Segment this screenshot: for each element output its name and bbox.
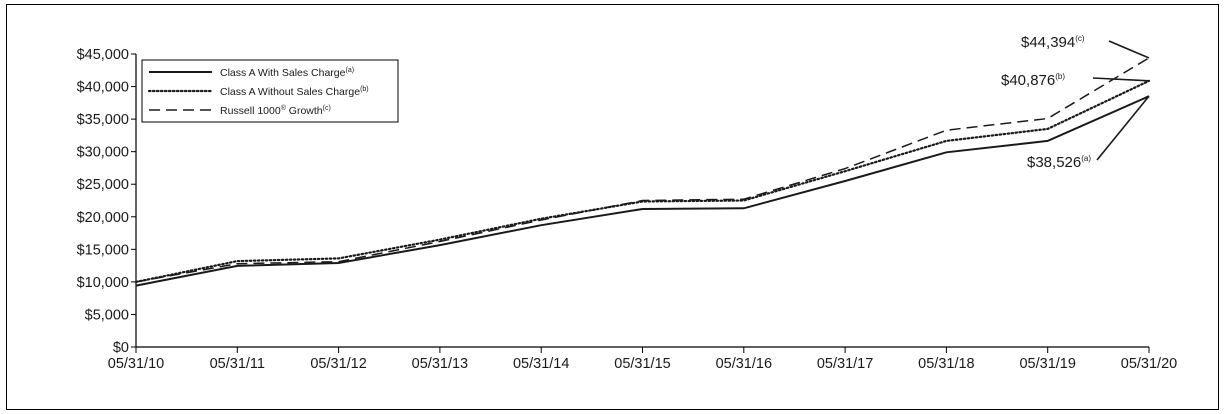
callout-value: $38,526 bbox=[1027, 154, 1081, 171]
y-tick-label: $40,000 bbox=[77, 80, 129, 96]
x-tick-label: 05/31/12 bbox=[310, 356, 366, 372]
legend-label-text: Russell 1000 bbox=[220, 105, 281, 117]
callout-label: $40,876(b) bbox=[1001, 72, 1065, 89]
x-tick-label: 05/31/16 bbox=[716, 356, 772, 372]
y-tick-label: $25,000 bbox=[77, 177, 129, 193]
x-tick-label: 05/31/13 bbox=[412, 356, 468, 372]
legend-label: Russell 1000® Growth(c) bbox=[220, 104, 331, 117]
y-tick-label: $20,000 bbox=[77, 210, 129, 226]
legend-label-text: Class A With Sales Charge bbox=[220, 67, 346, 79]
legend: Class A With Sales Charge(a)Class A With… bbox=[141, 59, 399, 123]
callout-leader bbox=[1092, 77, 1150, 82]
x-tick-label: 05/31/15 bbox=[614, 356, 670, 372]
x-tick-label: 05/31/20 bbox=[1121, 356, 1177, 372]
x-tick-label: 05/31/11 bbox=[210, 356, 265, 372]
x-tick-label: 05/31/14 bbox=[513, 356, 569, 372]
y-tick-label: $5,000 bbox=[85, 307, 129, 323]
series-line-solid bbox=[135, 95, 1150, 287]
y-tick-label: $15,000 bbox=[77, 242, 129, 258]
legend-label: Class A Without Sales Charge(b) bbox=[220, 86, 369, 98]
chart-frame: $0 $5,000 $10,000 $15,000 $20,000 $25,000 $30,… bbox=[6, 4, 1219, 410]
x-tick-label: 05/31/10 bbox=[108, 356, 164, 372]
legend-label-text: Class A Without Sales Charge bbox=[220, 86, 360, 98]
x-tick-label: 05/31/17 bbox=[817, 356, 873, 372]
callout-label: $44,394(c) bbox=[1021, 34, 1085, 51]
legend-footnote: (c) bbox=[323, 105, 331, 112]
y-tick-label: $45,000 bbox=[77, 47, 129, 63]
callout-leader bbox=[1108, 40, 1150, 59]
legend-label-text: Growth bbox=[286, 105, 323, 117]
end-value-callouts: $38,526(a) $40,876(b) $44,394(c) bbox=[1001, 34, 1150, 171]
callout-leader bbox=[1096, 95, 1150, 161]
series-line-dashed bbox=[135, 57, 1150, 283]
y-tick-label: $0 bbox=[113, 340, 129, 356]
y-tick-label: $35,000 bbox=[77, 112, 129, 128]
legend-label: Class A With Sales Charge(a) bbox=[220, 67, 354, 79]
callout-footnote: (a) bbox=[1081, 154, 1091, 163]
x-tick-label: 05/31/18 bbox=[918, 356, 974, 372]
callout-footnote: (b) bbox=[1055, 72, 1065, 81]
series-layer bbox=[134, 57, 1151, 287]
x-tick-label: 05/31/19 bbox=[1019, 356, 1075, 372]
callout-footnote: (c) bbox=[1075, 34, 1085, 43]
y-tick-label: $10,000 bbox=[77, 275, 129, 291]
growth-line-chart: $0 $5,000 $10,000 $15,000 $20,000 $25,000 $30,… bbox=[77, 34, 1178, 372]
legend-footnote: (a) bbox=[345, 67, 354, 74]
legend-footnote: ® bbox=[281, 104, 287, 112]
series-line-dotted bbox=[134, 79, 1151, 283]
y-tick-label: $30,000 bbox=[77, 145, 129, 161]
legend-footnote: (b) bbox=[360, 86, 369, 93]
callout-value: $40,876 bbox=[1001, 72, 1055, 89]
axes: $0 $5,000 $10,000 $15,000 $20,000 $25,000 $30,… bbox=[77, 47, 1178, 372]
callout-label: $38,526(a) bbox=[1027, 154, 1091, 171]
callout-value: $44,394 bbox=[1021, 34, 1075, 51]
